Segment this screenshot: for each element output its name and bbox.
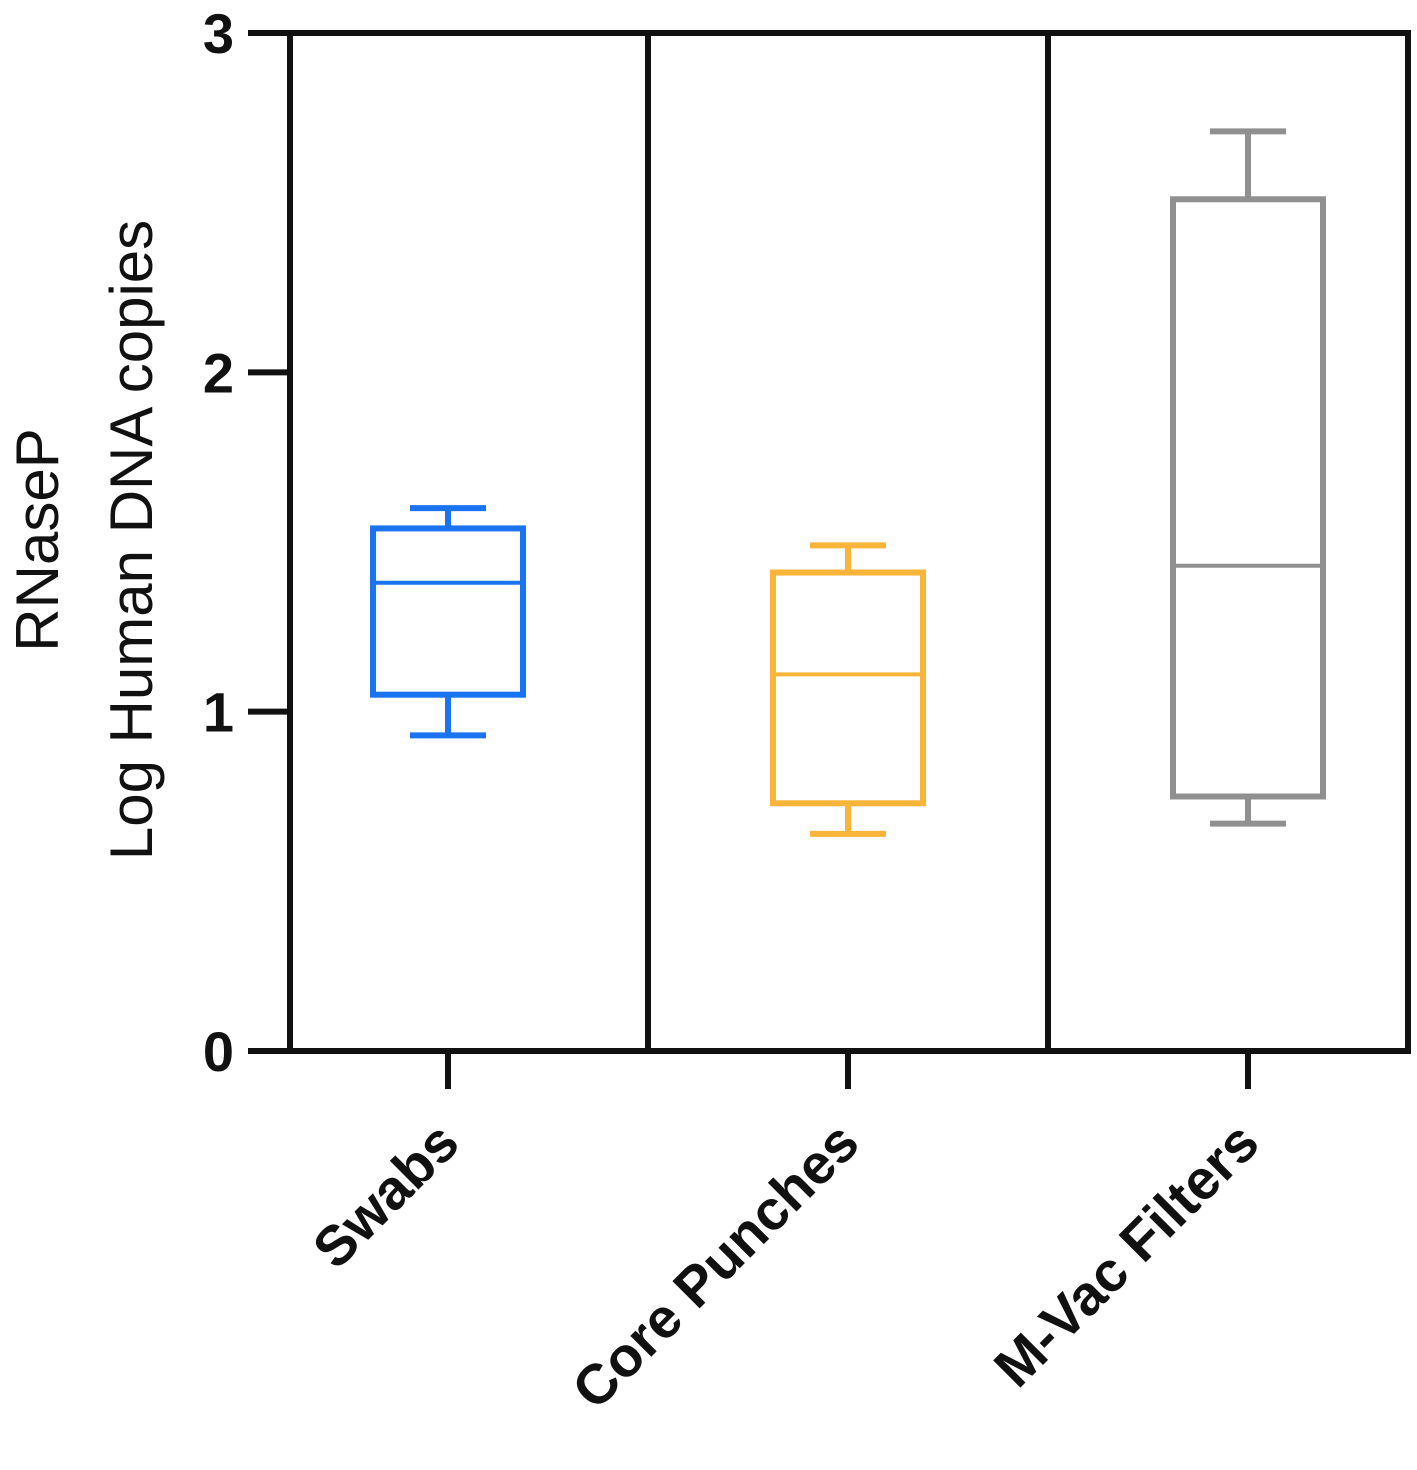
y-axis-title-line-1: RNaseP (4, 428, 71, 651)
iqr-box (1170, 196, 1326, 800)
iqr-box (770, 569, 926, 807)
box-series (370, 128, 1326, 837)
x-axis: Swabs Core Punches M-Vac Filters (300, 1051, 1270, 1421)
y-axis-title-line-2: Log Human DNA copies (98, 220, 165, 860)
y-tick-label: 3 (203, 2, 234, 65)
iqr-box (370, 525, 526, 698)
x-tick-label: Swabs (300, 1110, 470, 1280)
x-tick-label: Core Punches (560, 1110, 871, 1421)
box-core-punches (770, 542, 926, 837)
x-tick-label: M-Vac Filters (982, 1110, 1271, 1399)
y-axis-title: RNaseP Log Human DNA copies (4, 220, 165, 860)
box-m-vac-filters (1170, 128, 1326, 827)
plot-frame (287, 30, 1411, 1054)
y-tick-label: 0 (203, 1020, 234, 1083)
box-swabs (370, 505, 526, 739)
plot-border (287, 30, 1411, 1054)
y-tick-label: 2 (203, 341, 234, 404)
y-tick-label: 1 (203, 681, 234, 744)
y-axis: 0 1 2 3 (203, 2, 290, 1083)
